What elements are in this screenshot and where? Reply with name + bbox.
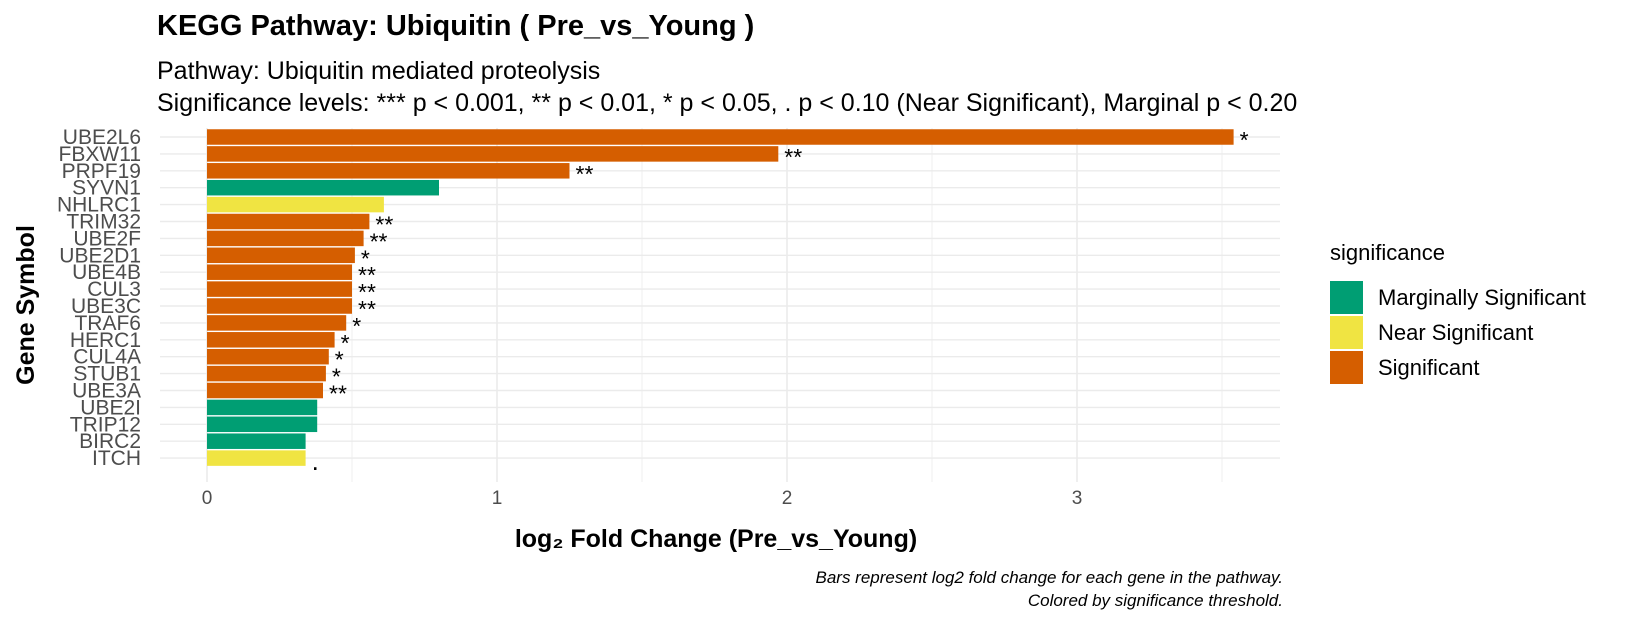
significance-label: ** [329,381,347,407]
legend: significance Marginally Significant Near… [1330,240,1586,385]
caption-line-2: Colored by significance threshold. [1027,591,1283,610]
significance-label: * [341,330,350,356]
y-tick-label: TRAF6 [74,312,141,335]
x-tick-label: 3 [1072,488,1083,509]
significance-labels: **********************. [312,127,1249,476]
y-tick-label: CUL4A [73,346,141,369]
x-axis-title: log₂ Fold Change (Pre_vs_Young) [515,525,917,553]
chart-subtitle: Pathway: Ubiquitin mediated proteolysis [157,57,601,85]
bar-fbxw11 [207,146,779,162]
bar-ube3c [207,298,352,314]
significance-note: Significance levels: *** p < 0.001, ** p… [157,89,1298,117]
bar-nhlrc1 [207,196,384,213]
bar-ube2l6 [207,129,1234,145]
legend-key-marginal [1330,281,1363,314]
y-tick-label: TRIP12 [70,413,141,436]
bar-ube2i [207,399,318,416]
significance-label: ** [370,228,388,254]
y-tick-label: STUB1 [73,363,141,386]
x-tick-label: 0 [202,488,213,509]
legend-label: Marginally Significant [1378,284,1586,310]
significance-label: ** [358,296,376,322]
y-tick-label: CUL3 [87,278,141,301]
bar-stub1 [207,365,326,382]
significance-label: * [1240,127,1249,153]
y-tick-label: ITCH [92,447,141,470]
y-tick-label: UBE2L6 [63,126,141,149]
significance-label: * [332,364,341,390]
significance-label: ** [576,161,594,187]
y-tick-label: UBE2D1 [59,244,141,267]
y-tick-label: UBE2I [80,396,141,419]
y-tick-label: FBXW11 [59,143,141,166]
y-tick-label: SYVN1 [72,177,141,200]
x-axis-tick-labels: 0 1 2 3 [202,488,1083,509]
legend-item-marginal: Marginally Significant [1330,280,1586,315]
significance-label: ** [358,262,376,288]
y-tick-label: UBE3C [71,295,141,318]
x-tick-label: 2 [782,488,793,509]
significance-label: . [312,446,319,476]
significance-label: ** [784,144,802,170]
significance-label: * [335,347,344,373]
legend-item-near: Near Significant [1330,315,1586,350]
y-tick-label: BIRC2 [79,430,141,453]
bar-ube3a [207,382,323,399]
legend-key-significant [1330,351,1363,384]
bar-ube2f [207,230,364,247]
legend-label: Significant [1378,354,1480,380]
y-tick-label: UBE3A [72,380,141,403]
y-tick-label: HERC1 [70,329,141,352]
bar-traf6 [207,315,347,331]
legend-title: significance [1330,240,1445,265]
bar-prpf19 [207,163,570,179]
y-axis-title: Gene Symbol [12,225,40,385]
legend-label: Near Significant [1378,319,1534,345]
bar-trim32 [207,213,370,230]
x-tick-label: 1 [492,488,503,509]
bar-ube4b [207,264,352,280]
bar-birc2 [207,433,306,449]
y-tick-label: TRIM32 [66,211,141,234]
chart-title: KEGG Pathway: Ubiquitin ( Pre_vs_Young ) [157,10,755,42]
bar-cul3 [207,281,352,297]
y-tick-label: UBE4B [72,261,141,284]
bar-syvn1 [207,179,439,196]
y-tick-label: NHLRC1 [57,194,141,217]
legend-item-significant: Significant [1330,350,1586,385]
significance-label: * [361,245,370,271]
y-tick-label: PRPF19 [62,160,141,183]
caption-line-1: Bars represent log2 fold change for each… [815,568,1284,587]
bars [207,129,1234,466]
bar-cul4a [207,348,329,365]
bar-itch [207,450,306,466]
legend-key-near [1330,316,1363,349]
bar-herc1 [207,332,335,348]
significance-label: ** [375,212,393,238]
y-axis-tick-labels: UBE2L6FBXW11PRPF19SYVN1NHLRC1TRIM32UBE2F… [57,126,141,470]
y-tick-label: UBE2F [73,227,141,250]
significance-label: ** [358,279,376,305]
bar-ube2d1 [207,247,355,264]
bar-trip12 [207,416,318,433]
significance-label: * [352,313,361,339]
